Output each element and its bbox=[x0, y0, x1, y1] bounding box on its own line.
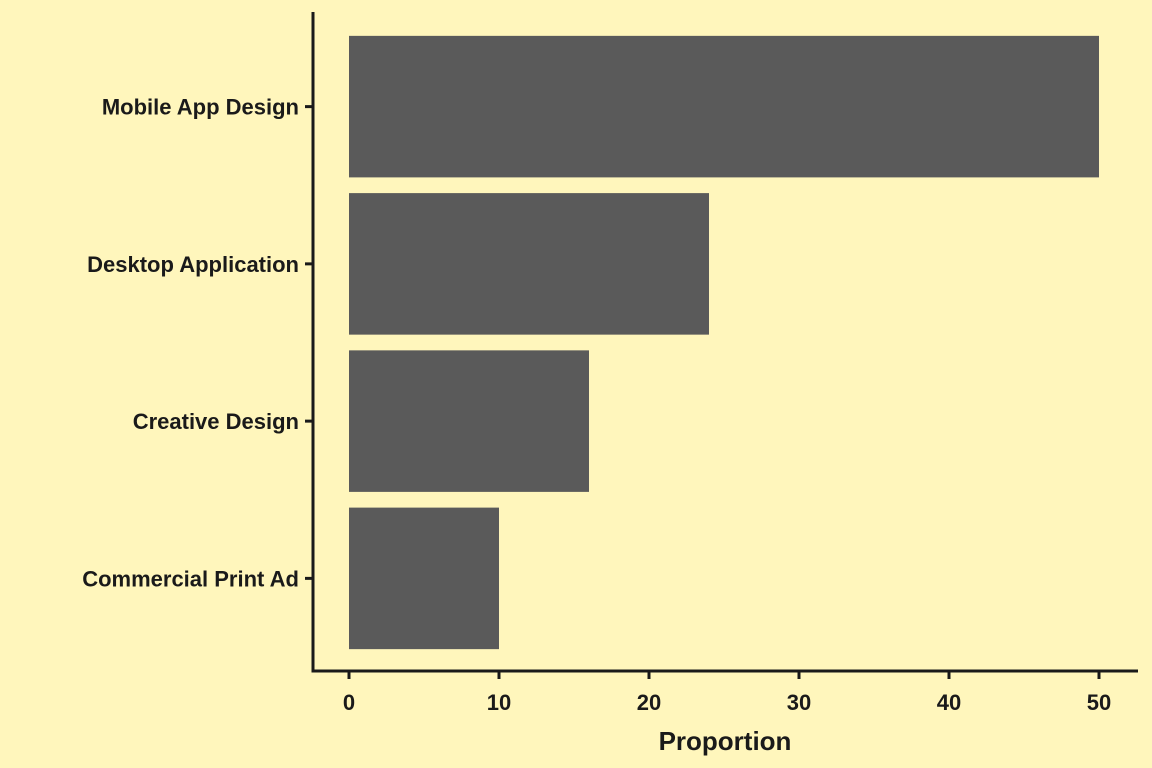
bar-mobile-app-design bbox=[349, 35, 1099, 178]
category-label: Commercial Print Ad bbox=[82, 566, 299, 591]
category-label: Desktop Application bbox=[87, 252, 299, 277]
bar-desktop-application bbox=[349, 193, 709, 335]
category-labels: Mobile App Design Desktop Application Crea… bbox=[82, 95, 299, 592]
y-axis bbox=[305, 12, 315, 673]
x-tick-label: 0 bbox=[343, 690, 355, 715]
x-tick-label: 10 bbox=[487, 690, 511, 715]
bar-commercial-print-ad bbox=[349, 507, 499, 650]
x-tick-label: 40 bbox=[937, 690, 961, 715]
x-axis-title: Proportion bbox=[659, 726, 792, 756]
category-label: Creative Design bbox=[133, 409, 299, 434]
bar-creative-design bbox=[349, 350, 589, 492]
x-tick-label: 50 bbox=[1087, 690, 1111, 715]
x-tick-label: 20 bbox=[637, 690, 661, 715]
x-axis: 0 10 20 30 40 50 bbox=[311, 669, 1138, 715]
bars-layer bbox=[349, 35, 1099, 650]
x-tick-label: 30 bbox=[787, 690, 811, 715]
category-label: Mobile App Design bbox=[102, 95, 299, 120]
